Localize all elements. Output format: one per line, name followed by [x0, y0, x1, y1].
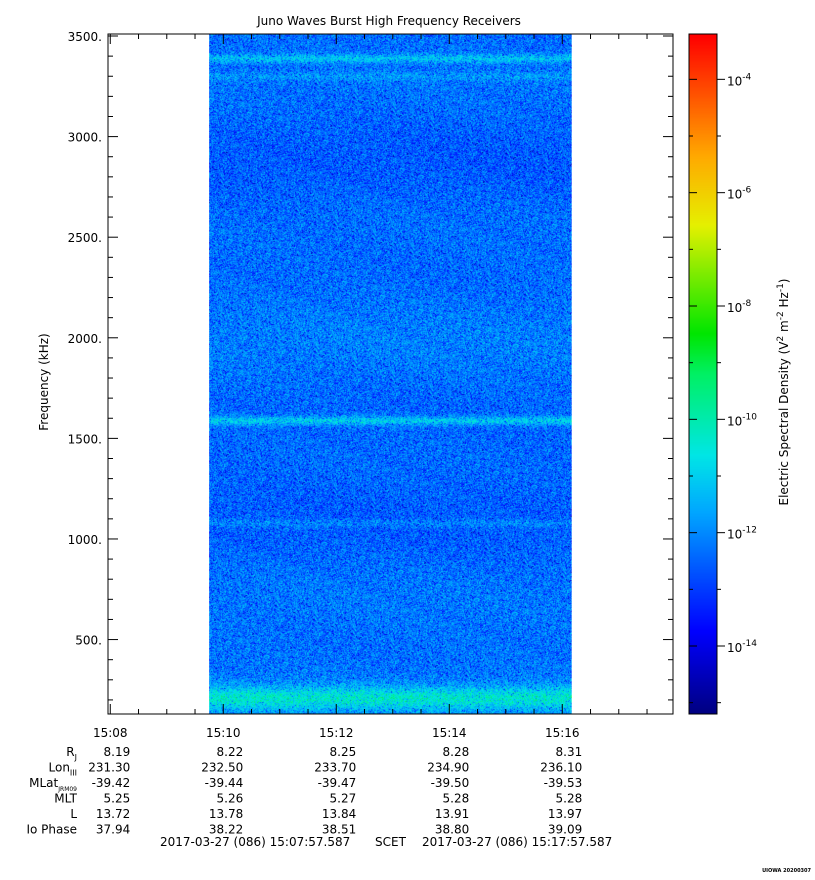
y-tick-label: 3500. — [68, 30, 102, 44]
x-tick-label: 15:12 — [319, 726, 354, 740]
x-axis: 15:08 15:10 15:12 15:14 15:16 — [93, 34, 648, 740]
colorbar — [688, 33, 718, 715]
ephemeris-table: RJ 8.19 8.22 8.25 8.28 8.31 LonIII 231.30 232.50… — [26, 745, 582, 837]
ephemeris-value: 13.72 — [96, 807, 130, 821]
ephemeris-row-label: L — [70, 807, 77, 821]
ephemeris-value: 39.09 — [548, 823, 582, 837]
spectrogram-plot — [107, 33, 674, 715]
scet-end: 2017-03-27 (086) 15:17:57.587 — [422, 835, 612, 849]
y-tick-label: 2500. — [68, 231, 102, 245]
ephemeris-value: 8.25 — [330, 745, 357, 759]
colorbar-tick-label: 10-12 — [727, 526, 757, 542]
ephemeris-value: 5.26 — [217, 792, 244, 806]
ephemeris-value: 38.22 — [209, 823, 243, 837]
ephemeris-value: 8.31 — [556, 745, 583, 759]
y-tick-label: 2000. — [68, 332, 102, 346]
x-tick-label: 15:14 — [432, 726, 467, 740]
y-tick-label: 500. — [75, 634, 102, 648]
x-tick-label: 15:08 — [93, 726, 128, 740]
x-tick-label: 15:10 — [206, 726, 241, 740]
y-tick-label: 3000. — [68, 131, 102, 145]
ephemeris-value: 13.91 — [435, 807, 469, 821]
ephemeris-value: 231.30 — [88, 761, 130, 775]
spectrogram-image — [209, 34, 572, 714]
ephemeris-value: 13.84 — [322, 807, 356, 821]
ephemeris-row-label: Io Phase — [26, 823, 77, 837]
ephemeris-value: 38.80 — [435, 823, 469, 837]
ephemeris-value: -39.42 — [92, 776, 131, 790]
ephemeris-value: 5.27 — [330, 792, 357, 806]
credit-label: UIOWA 20200307 — [762, 868, 811, 874]
y-axis: 500. 1000. 1500. 2000. 2500. 3000. 3500. — [68, 30, 673, 701]
ephemeris-row-label: RJ — [66, 745, 77, 762]
colorbar-label: Electric Spectral Density (V2 m-2 Hz-1) — [776, 278, 791, 505]
ephemeris-value: -39.44 — [205, 776, 244, 790]
ephemeris-value: -39.50 — [431, 776, 470, 790]
ephemeris-value: 233.70 — [314, 761, 356, 775]
ephemeris-value: 5.28 — [556, 792, 583, 806]
ephemeris-value: 234.90 — [427, 761, 469, 775]
scet-label: SCET — [375, 835, 407, 849]
ephemeris-value: 8.22 — [217, 745, 244, 759]
ephemeris-value: 232.50 — [201, 761, 243, 775]
y-tick-label: 1000. — [68, 533, 102, 547]
colorbar-ticks: 10-4 10-6 10-8 10-10 10-12 10-14 — [689, 72, 757, 704]
colorbar-frame — [688, 33, 718, 715]
ephemeris-value: -39.53 — [544, 776, 583, 790]
colorbar-tick-label: 10-10 — [727, 412, 757, 428]
ephemeris-value: 37.94 — [96, 823, 130, 837]
scet-start: 2017-03-27 (086) 15:07:57.587 — [160, 835, 350, 849]
colorbar-tick-label: 10-14 — [727, 639, 757, 655]
y-axis-label: Frequency (kHz) — [37, 333, 51, 430]
x-tick-label: 15:16 — [545, 726, 580, 740]
colorbar-gradient — [689, 34, 717, 714]
ephemeris-value: 8.19 — [104, 745, 131, 759]
ephemeris-row-label: MLT — [54, 792, 77, 806]
y-tick-label: 1500. — [68, 432, 102, 446]
ephemeris-value: 38.51 — [322, 823, 356, 837]
ephemeris-value: 8.28 — [443, 745, 470, 759]
ephemeris-row-label: MLatJRM09 — [29, 776, 77, 793]
chart-title: Juno Waves Burst High Frequency Receiver… — [256, 14, 521, 28]
ephemeris-value: 5.25 — [104, 792, 131, 806]
ephemeris-value: 5.28 — [443, 792, 470, 806]
ephemeris-value: 13.97 — [548, 807, 582, 821]
colorbar-tick-label: 10-8 — [727, 299, 752, 315]
colorbar-tick-label: 10-4 — [727, 72, 752, 88]
plot-frame — [107, 33, 674, 715]
ephemeris-value: -39.47 — [318, 776, 357, 790]
ephemeris-row-label: LonIII — [49, 761, 78, 778]
colorbar-tick-label: 10-6 — [727, 186, 752, 202]
ephemeris-value: 236.10 — [540, 761, 582, 775]
ephemeris-value: 13.78 — [209, 807, 243, 821]
